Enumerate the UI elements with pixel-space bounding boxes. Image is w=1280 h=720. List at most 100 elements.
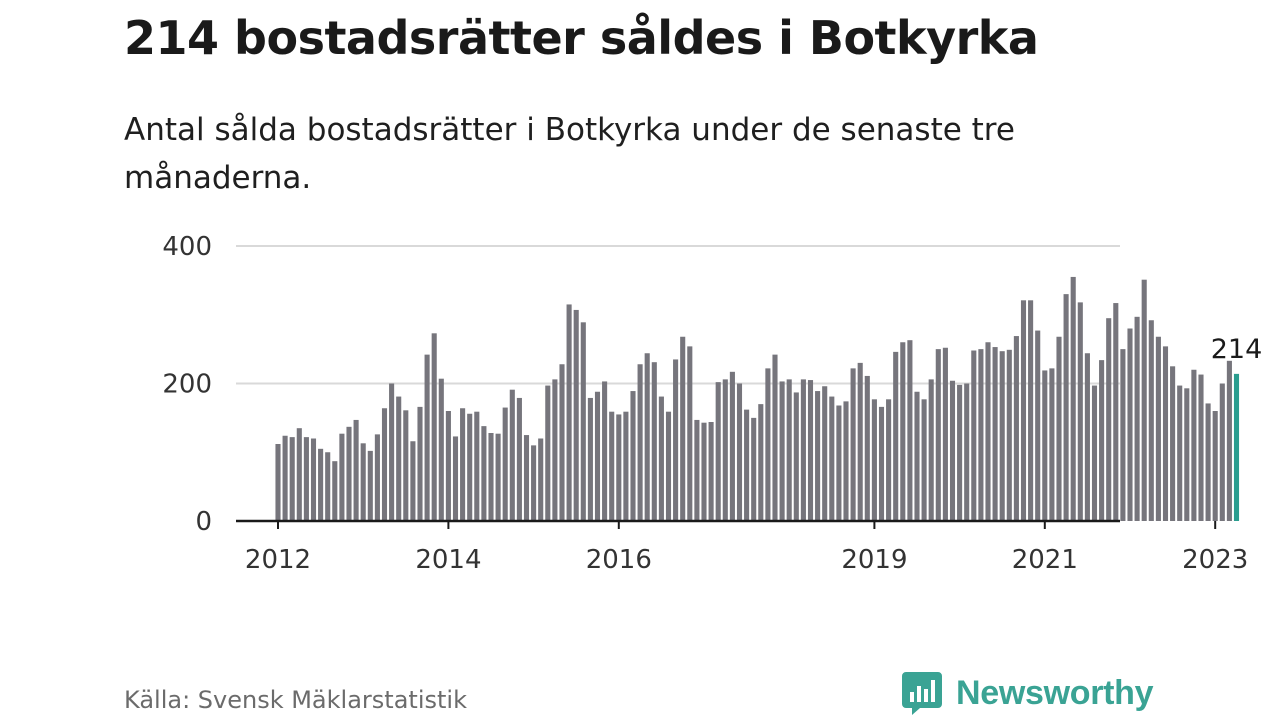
bar <box>800 379 806 521</box>
bar-chart-bubble-icon <box>902 672 942 715</box>
chart-subtitle: Antal sålda bostadsrätter i Botkyrka und… <box>124 112 1015 196</box>
bar <box>1020 300 1027 521</box>
bar <box>886 399 892 521</box>
bar <box>545 385 551 521</box>
bar <box>1049 368 1055 521</box>
newsworthy-logo[interactable]: Newsworthy <box>902 670 1154 716</box>
bar <box>1091 385 1098 521</box>
bar <box>1056 336 1062 521</box>
bar <box>1120 349 1126 521</box>
bar <box>1106 318 1112 521</box>
axis-labels: 0 200 400 214 2012 2014 2016 2019 2021 2023 <box>162 232 1262 575</box>
bar <box>502 407 508 521</box>
x-tick-label: 2023 <box>1182 545 1248 575</box>
bar <box>1219 383 1225 521</box>
bar <box>410 441 416 521</box>
bar <box>864 375 870 521</box>
bar <box>1035 330 1041 521</box>
bar <box>673 359 679 521</box>
bar <box>1013 336 1019 521</box>
bar <box>374 434 380 521</box>
bar <box>488 433 494 521</box>
x-tick-label: 2016 <box>586 545 652 575</box>
bar <box>921 399 927 521</box>
bar <box>623 411 629 521</box>
highlight-value-label: 214 <box>1211 334 1263 365</box>
bar <box>765 368 771 521</box>
bar <box>1099 360 1105 521</box>
bar <box>445 411 451 521</box>
bar <box>914 391 920 521</box>
bar <box>701 422 707 521</box>
bar-chart: 0 200 400 214 2012 2014 2016 2019 2021 2023 <box>162 232 1262 575</box>
bar <box>552 379 558 521</box>
bar <box>460 408 466 521</box>
bar <box>999 351 1005 521</box>
bar <box>715 382 721 521</box>
bar <box>424 354 430 521</box>
bar <box>751 417 757 521</box>
bar <box>1148 320 1154 521</box>
bar <box>1170 366 1176 521</box>
bar <box>282 435 288 521</box>
x-tick-label: 2021 <box>1012 545 1078 575</box>
bar <box>772 354 778 521</box>
bar <box>1184 388 1190 521</box>
bar <box>1212 411 1218 521</box>
bar <box>481 426 487 521</box>
bar <box>1084 353 1090 521</box>
bar <box>381 408 388 521</box>
x-tick-label: 2014 <box>415 545 481 575</box>
bar <box>573 309 579 521</box>
bar <box>644 353 650 521</box>
bar <box>779 381 785 521</box>
bar <box>815 391 821 521</box>
bar <box>836 405 842 521</box>
bar <box>594 391 601 521</box>
bar <box>1042 370 1048 521</box>
bar <box>346 426 352 521</box>
bar <box>474 411 480 521</box>
x-tick-label: 2019 <box>841 545 907 575</box>
bar <box>389 383 395 521</box>
bar <box>694 419 700 521</box>
bar <box>1134 316 1140 521</box>
bar <box>332 461 338 521</box>
bar <box>658 396 664 521</box>
bar <box>807 380 814 521</box>
bar <box>467 413 473 521</box>
bar <box>495 433 501 521</box>
bar <box>602 381 608 521</box>
x-tick-label: 2012 <box>245 545 311 575</box>
source-note: Källa: Svensk Mäklarstatistik <box>124 686 467 714</box>
brand-name: Newsworthy <box>956 673 1154 712</box>
bar <box>985 342 991 521</box>
bar <box>1226 360 1232 521</box>
bar <box>516 397 522 521</box>
bar <box>637 364 643 521</box>
chart-title: 214 bostadsrätter såldes i Botkyrka <box>124 11 1039 65</box>
bar <box>1177 385 1183 521</box>
bar <box>566 304 572 521</box>
bar <box>1077 302 1083 521</box>
y-tick-label: 400 <box>162 232 212 262</box>
bar-series <box>275 276 1240 521</box>
bar <box>325 452 331 521</box>
bar <box>680 336 686 521</box>
bar <box>978 349 984 521</box>
bar <box>1070 276 1076 521</box>
bar <box>630 391 636 521</box>
bar <box>310 438 317 521</box>
bar <box>928 379 934 521</box>
bar <box>523 435 530 521</box>
bar <box>957 384 963 521</box>
bar <box>907 340 913 521</box>
y-tick-label: 200 <box>162 370 212 400</box>
bar <box>559 364 565 521</box>
bar <box>708 422 714 521</box>
bar <box>1198 374 1204 521</box>
bar <box>275 444 281 521</box>
bar <box>722 379 728 521</box>
bar <box>509 389 515 521</box>
bar <box>1191 369 1197 521</box>
